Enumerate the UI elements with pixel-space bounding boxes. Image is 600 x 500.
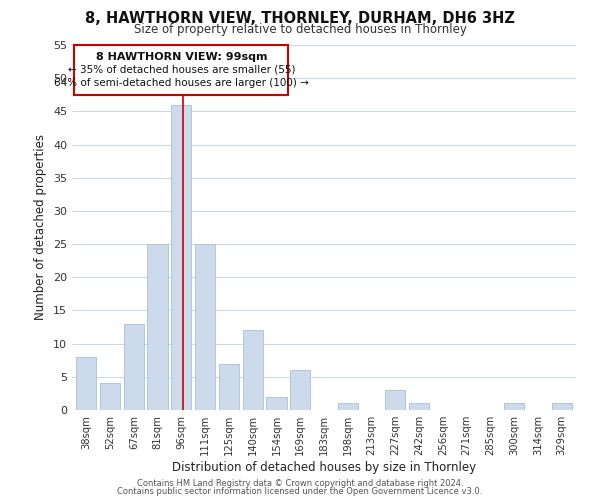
Bar (76, 357, 97, 410)
Bar (338, 404, 358, 410)
Text: 8, HAWTHORN VIEW, THORNLEY, DURHAM, DH6 3HZ: 8, HAWTHORN VIEW, THORNLEY, DURHAM, DH6 … (85, 11, 515, 26)
Bar (551, 404, 572, 410)
FancyBboxPatch shape (74, 45, 289, 95)
Bar (409, 404, 429, 410)
Bar (195, 244, 215, 410)
Bar (290, 370, 310, 410)
X-axis label: Distribution of detached houses by size in Thornley: Distribution of detached houses by size … (172, 461, 476, 474)
Bar (124, 324, 144, 410)
Bar (219, 364, 239, 410)
Bar (385, 390, 406, 410)
Bar (148, 244, 167, 410)
Bar (171, 104, 191, 410)
Bar (242, 330, 263, 410)
Text: Size of property relative to detached houses in Thornley: Size of property relative to detached ho… (134, 22, 466, 36)
Text: 8 HAWTHORN VIEW: 99sqm: 8 HAWTHORN VIEW: 99sqm (95, 52, 267, 62)
Bar (504, 404, 524, 410)
Text: Contains HM Land Registry data © Crown copyright and database right 2024.: Contains HM Land Registry data © Crown c… (137, 478, 463, 488)
Bar (266, 396, 287, 410)
Bar (100, 384, 120, 410)
Text: Contains public sector information licensed under the Open Government Licence v3: Contains public sector information licen… (118, 487, 482, 496)
Y-axis label: Number of detached properties: Number of detached properties (34, 134, 47, 320)
Text: 64% of semi-detached houses are larger (100) →: 64% of semi-detached houses are larger (… (54, 78, 309, 88)
Text: ← 35% of detached houses are smaller (55): ← 35% of detached houses are smaller (55… (68, 65, 295, 75)
